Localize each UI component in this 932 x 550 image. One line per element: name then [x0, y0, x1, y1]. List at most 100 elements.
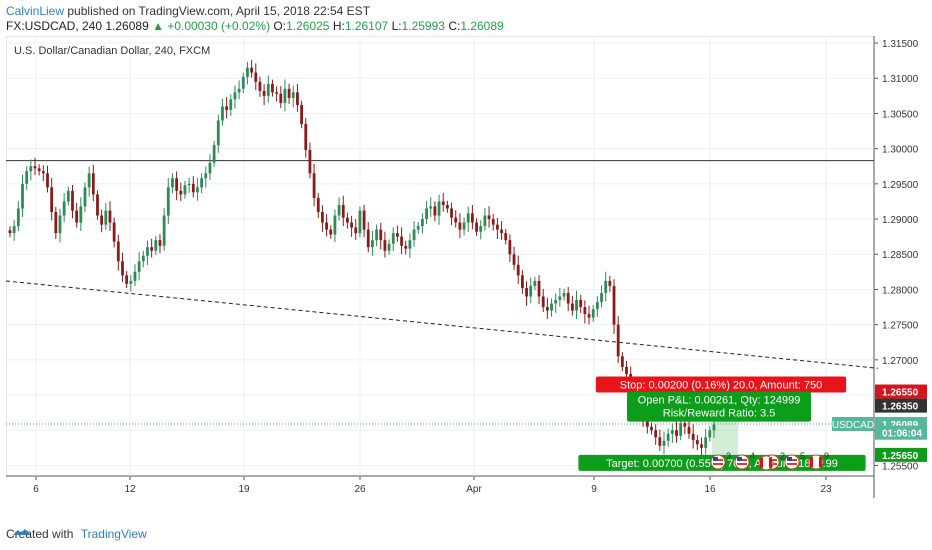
candle-body: [341, 204, 345, 218]
candle-body: [162, 215, 166, 246]
candle-body: [271, 83, 274, 93]
candle-body: [58, 215, 62, 234]
event-marker: 9: [808, 451, 829, 470]
candle-body: [71, 190, 74, 211]
candle-body: [658, 437, 662, 446]
chart-title: U.S. Dollar/Canadian Dollar, 240, FXCM: [14, 45, 210, 57]
price-chart[interactable]: 1.31500 1.31000 1.30500 1.30000 1.29500 1.290…: [6, 36, 928, 518]
candle-body: [458, 222, 462, 230]
candle-body: [433, 206, 437, 216]
author-link[interactable]: CalvinLiew: [6, 4, 65, 18]
event-marker-ca-top: [758, 455, 774, 471]
candle-body: [495, 224, 499, 230]
symbol-label: FX:USDCAD, 240: [6, 19, 103, 33]
candle-body: [212, 145, 216, 163]
us-flag-canton: [787, 457, 792, 461]
candle-body: [279, 93, 283, 103]
candle-body: [321, 212, 324, 223]
x-tick-label: 12: [124, 484, 136, 495]
candle-body: [8, 230, 12, 234]
candle-body: [520, 275, 524, 289]
event-marker: 3: [710, 451, 731, 470]
candle-body: [241, 76, 245, 89]
low-label: L:: [391, 19, 402, 33]
candle-body: [87, 173, 91, 188]
candle-body: [104, 210, 108, 225]
candle-body: [112, 222, 116, 242]
candle-body: [604, 280, 608, 293]
candle-body: [79, 206, 83, 223]
candle-body: [712, 424, 716, 431]
y-tick-label: 1.31000: [882, 74, 919, 85]
chart-frame[interactable]: 1.31500 1.31000 1.30500 1.30000 1.29500 1.290…: [6, 36, 928, 518]
y-tick-label: 1.28500: [882, 250, 919, 261]
candle-body: [204, 173, 208, 179]
x-tick-label: 9: [591, 484, 597, 495]
candle-body: [479, 226, 483, 232]
tradingview-brand-link[interactable]: TradingView: [80, 527, 147, 541]
candle-body: [525, 288, 528, 297]
event-count-label: 2: [780, 451, 785, 461]
open-pl-box: [627, 391, 811, 422]
candle-body: [675, 430, 678, 436]
candle-body: [262, 90, 266, 96]
candle-body: [391, 233, 395, 244]
close-label: C:: [448, 19, 461, 33]
event-marker: 5: [784, 451, 805, 470]
candle-body: [587, 314, 591, 318]
candle-body: [37, 168, 41, 172]
price-axis-label: 1.25650: [882, 451, 919, 462]
price-axis-box: [875, 447, 927, 462]
candle-body: [12, 226, 16, 234]
candle-body: [421, 219, 424, 227]
candle-body: [575, 300, 578, 311]
high-value: 1.26107: [344, 19, 389, 33]
candle-body: [616, 324, 620, 357]
candle-body: [137, 261, 141, 272]
candle-body: [191, 183, 195, 193]
candle-body: [687, 426, 691, 434]
symbol-axis-label: USDCAD: [832, 420, 874, 431]
candle-body: [566, 292, 570, 304]
candle-body: [500, 229, 503, 234]
candle-body: [666, 433, 670, 441]
candle-body: [221, 106, 224, 121]
candle-body: [608, 280, 612, 286]
x-tick-label: 16: [704, 484, 716, 495]
candle-body: [266, 83, 270, 96]
price-axis-box: [875, 398, 927, 413]
candle-body: [158, 240, 162, 246]
candle-body: [312, 173, 316, 198]
candle-body: [662, 440, 666, 446]
publish-info: CalvinLiew published on TradingView.com,…: [6, 4, 370, 18]
us-flag-canton: [737, 457, 742, 461]
y-tick-label: 1.27500: [882, 321, 919, 332]
published-text: published on TradingView.com, April 15, …: [67, 4, 371, 18]
candle-body: [375, 229, 378, 241]
candle-body: [233, 92, 237, 100]
candle-body: [679, 423, 683, 436]
x-tick-label: Apr: [466, 484, 482, 495]
candle-body: [100, 215, 104, 225]
candle-body: [491, 219, 495, 225]
candle-body: [21, 183, 24, 209]
candle-body: [250, 67, 254, 73]
candle-body: [300, 104, 303, 124]
candle-body: [358, 210, 362, 234]
candle-body: [229, 99, 233, 110]
candle-body: [258, 81, 262, 91]
candle-body: [308, 150, 312, 174]
candle-body: [287, 88, 291, 98]
candle-body: [704, 437, 708, 448]
candle-body: [66, 190, 70, 202]
tradingview-logo-icon: [13, 529, 31, 535]
candle-body: [537, 280, 541, 297]
candle-body: [216, 120, 220, 146]
candle-body: [412, 229, 416, 241]
candle-body: [166, 187, 170, 216]
candle-body: [691, 433, 695, 441]
candle-body: [346, 217, 349, 223]
candle-body: [579, 300, 583, 308]
candle-body: [333, 215, 337, 235]
y-tick-label: 1.25500: [882, 461, 919, 472]
